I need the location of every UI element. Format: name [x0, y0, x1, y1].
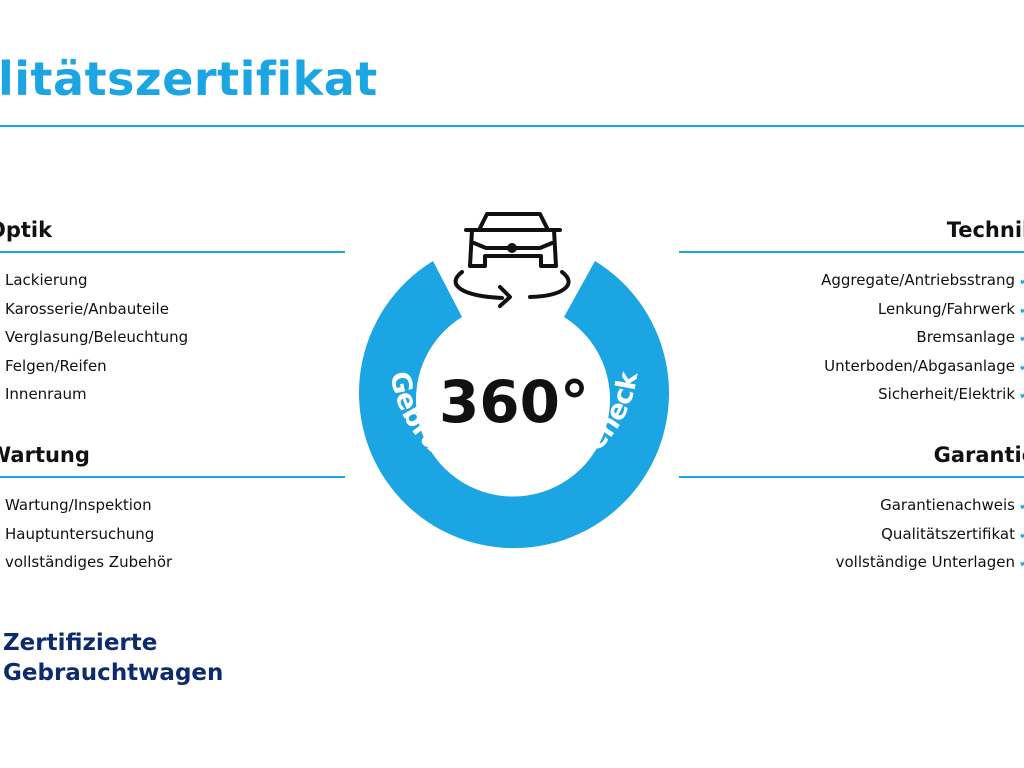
list-item: ✔vollständiges Zubehör [0, 549, 345, 578]
section-optik: Optik ✔Lackierung ✔Karosserie/Anbauteile… [0, 218, 345, 410]
check-icon: ✔ [1015, 522, 1024, 550]
checklist: Garantienachweis✔ Qualitätszertifikat✔ v… [679, 492, 1024, 578]
list-item: Sicherheit/Elektrik✔ [679, 381, 1024, 410]
list-item: ✔Lackierung [0, 267, 345, 296]
section-divider [0, 251, 345, 253]
check-icon: ✔ [1015, 382, 1024, 410]
check-icon: ✔ [1015, 550, 1024, 578]
brand-label: Zertifizierte Gebrauchtwagen [3, 628, 223, 688]
check-icon: ✔ [1015, 297, 1024, 325]
list-item: ✔Felgen/Reifen [0, 353, 345, 382]
section-divider [679, 251, 1024, 253]
check-icon: ✔ [1015, 493, 1024, 521]
section-divider [0, 476, 345, 478]
list-item: Aggregate/Antriebsstrang✔ [679, 267, 1024, 296]
section-technik: Technik Aggregate/Antriebsstrang✔ Lenkun… [679, 218, 1024, 410]
car-rotate-icon [453, 212, 571, 308]
list-item: ✔Wartung/Inspektion [0, 492, 345, 521]
section-divider [679, 476, 1024, 478]
title-divider [0, 125, 1024, 127]
list-item: Garantienachweis✔ [679, 492, 1024, 521]
section-heading: Technik [946, 218, 1024, 242]
list-item: ✔Karosserie/Anbauteile [0, 296, 345, 325]
degrees-label: 360° [439, 368, 589, 436]
360-check-badge: 360° Gebrauchtwagen-Check [359, 212, 669, 549]
section-garantie: Garantie Garantienachweis✔ Qualitätszert… [679, 443, 1024, 578]
list-item: Bremsanlage✔ [679, 324, 1024, 353]
section-heading: Optik [0, 218, 53, 242]
list-item: ✔Hauptuntersuchung [0, 521, 345, 550]
checklist: Aggregate/Antriebsstrang✔ Lenkung/Fahrwe… [679, 267, 1024, 410]
check-icon: ✔ [1015, 325, 1024, 353]
check-icon: ✔ [1015, 354, 1024, 382]
list-item: Lenkung/Fahrwerk✔ [679, 296, 1024, 325]
list-item: vollständige Unterlagen✔ [679, 549, 1024, 578]
section-heading: Wartung [0, 443, 90, 467]
list-item: Qualitätszertifikat✔ [679, 521, 1024, 550]
checklist: ✔Wartung/Inspektion ✔Hauptuntersuchung ✔… [0, 492, 345, 578]
check-icon: ✔ [1015, 268, 1024, 296]
list-item: Unterboden/Abgasanlage✔ [679, 353, 1024, 382]
brand-line-1: Zertifizierte [3, 630, 158, 656]
brand-line-2: Gebrauchtwagen [3, 660, 224, 686]
checklist: ✔Lackierung ✔Karosserie/Anbauteile ✔Verg… [0, 267, 345, 410]
page-title: litätszertifikat [0, 52, 378, 106]
section-wartung: Wartung ✔Wartung/Inspektion ✔Hauptunters… [0, 443, 345, 578]
list-item: ✔Innenraum [0, 381, 345, 410]
badge-ring [359, 261, 669, 549]
list-item: ✔Verglasung/Beleuchtung [0, 324, 345, 353]
section-heading: Garantie [933, 443, 1024, 467]
